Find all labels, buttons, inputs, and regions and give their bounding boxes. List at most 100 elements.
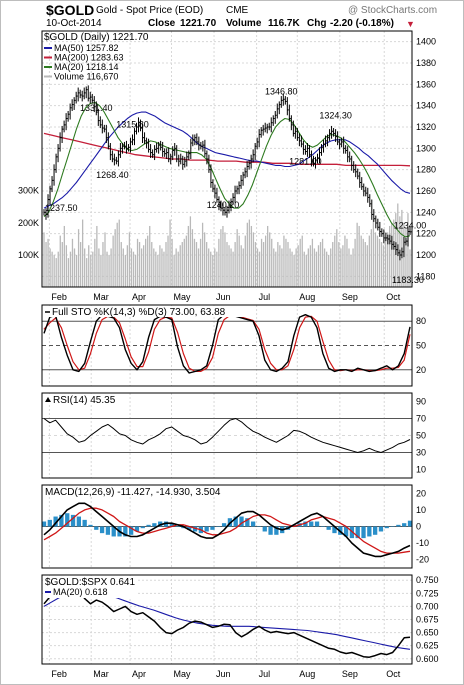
instrument-name: Gold - Spot Price (EOD)	[96, 5, 204, 16]
macd-histogram-bar	[41, 521, 47, 527]
price-ytick-label: 1180	[416, 271, 435, 281]
price-annotation: 1240.20	[207, 200, 240, 210]
ratio-month-label: Oct	[386, 669, 401, 679]
rsi-title-bg	[43, 394, 123, 405]
macd-histogram-bar	[332, 526, 337, 534]
ratio-ytick-label: 0.650	[416, 628, 439, 638]
price-month-label: Mar	[93, 292, 109, 302]
macd-signal-line	[43, 507, 411, 554]
rsi-ytick-label: 10	[416, 465, 426, 475]
price-annotation: 1237.50	[45, 203, 78, 213]
macd-histogram-bar	[390, 526, 395, 527]
macd-histogram-bar	[76, 516, 82, 527]
price-ytick-label: 1380	[416, 58, 436, 68]
rsi-ytick-label: 90	[416, 397, 426, 407]
macd-histogram-bar	[378, 526, 384, 532]
rsi-marker-icon	[45, 397, 51, 402]
macd-histogram-bar	[146, 524, 151, 527]
macd-histogram-bar	[326, 526, 331, 530]
macd-ytick-label: 0	[416, 522, 421, 532]
volume-label: Volume	[226, 18, 262, 29]
price-panel-frame	[41, 30, 413, 288]
sto-ytick-label: 20	[416, 365, 426, 375]
macd-histogram-bar	[82, 519, 87, 527]
ratio-month-label: Jul	[259, 669, 271, 679]
price-month-label: Feb	[51, 292, 67, 302]
ratio-ytick-label: 0.700	[416, 601, 439, 611]
rsi-title: RSI(14) 45.35	[53, 395, 116, 406]
macd-histogram-bar	[187, 526, 192, 530]
change-label: Chg	[307, 18, 327, 29]
macd-ytick-label: -10	[416, 538, 429, 548]
macd-histogram-bar	[99, 526, 105, 534]
rsi-line	[43, 418, 411, 453]
price-annotation: 1324.30	[319, 110, 352, 120]
rsi-ytick-label: 50	[416, 431, 426, 441]
ratio-month-label: Sep	[342, 669, 358, 679]
price-annotation: 1281.00	[289, 157, 322, 167]
macd-histogram-bar	[175, 526, 180, 527]
legend-label-1: MA(200) 1283.63	[54, 53, 124, 63]
price-ytick-label: 1240	[416, 207, 436, 217]
macd-histogram-bar	[169, 523, 174, 527]
price-annotation: 1331.40	[80, 103, 113, 113]
price-ytick-label: 1320	[416, 122, 436, 132]
macd-histogram-bar	[105, 526, 111, 535]
macd-histogram-bar	[320, 526, 326, 527]
macd-histogram-bar	[47, 519, 52, 527]
macd-histogram-bar	[343, 526, 349, 537]
exchange-label: CME	[226, 5, 249, 16]
close-label: Close	[148, 18, 176, 29]
macd-histogram-bar	[134, 526, 140, 532]
macd-histogram-bar	[123, 526, 128, 537]
ratio-ytick-label: 0.750	[416, 575, 439, 585]
volume-tick-label: 300K	[18, 186, 39, 196]
sto-d-line	[43, 314, 411, 372]
ratio-ytick-label: 0.725	[416, 588, 439, 598]
price-ytick-label: 1280	[416, 165, 436, 175]
sto-k-line	[43, 314, 411, 374]
price-annotation: 1346.80	[265, 86, 298, 96]
price-ytick-label: 1200	[416, 250, 436, 260]
price-month-label: Jul	[259, 292, 271, 302]
macd-histogram-bar	[111, 526, 116, 537]
macd-histogram-bar	[262, 526, 267, 532]
macd-histogram-bar	[372, 526, 378, 535]
macd-histogram-bar	[268, 526, 273, 535]
macd-histogram-bar	[355, 526, 360, 539]
macd-histogram-bar	[367, 526, 372, 537]
ratio-month-label: Apr	[132, 669, 146, 679]
rsi-panel-frame	[41, 392, 413, 479]
ma50-line	[43, 111, 411, 209]
macd-histogram-bar	[303, 521, 308, 527]
ratio-month-label: May	[174, 669, 192, 679]
macd-histogram-bar	[402, 523, 407, 527]
price-ytick-label: 1340	[416, 101, 436, 111]
price-ytick-label: 1220	[416, 229, 436, 239]
price-month-label: Jun	[216, 292, 231, 302]
ratio-month-label: Feb	[51, 669, 67, 679]
macd-ytick-label: 20	[416, 488, 426, 498]
volume-value: 116.7K	[268, 18, 300, 29]
macd-histogram-bar	[152, 523, 157, 527]
macd-histogram-bar	[384, 526, 389, 529]
ma20-line	[43, 101, 411, 238]
price-month-label: Apr	[132, 292, 146, 302]
volume-tick-label: 200K	[18, 218, 39, 228]
volume-tick-label: 100K	[18, 250, 39, 260]
macd-histogram-bar	[309, 521, 314, 527]
macd-histogram-bar	[140, 526, 145, 529]
sto-ytick-label: 80	[416, 316, 426, 326]
close-value: 1221.70	[180, 18, 217, 29]
price-ytick-label: 1360	[416, 79, 436, 89]
price-month-label: Oct	[386, 292, 401, 302]
macd-histogram-bar	[221, 523, 227, 527]
macd-histogram-bar	[256, 526, 262, 527]
macd-histogram-bar	[59, 514, 64, 527]
ratio-panel-frame	[41, 574, 413, 665]
ratio-ytick-label: 0.625	[416, 641, 439, 651]
symbol-title: $GOLD	[46, 2, 95, 18]
ratio-title: $GOLD:$SPX 0.641	[45, 577, 135, 588]
